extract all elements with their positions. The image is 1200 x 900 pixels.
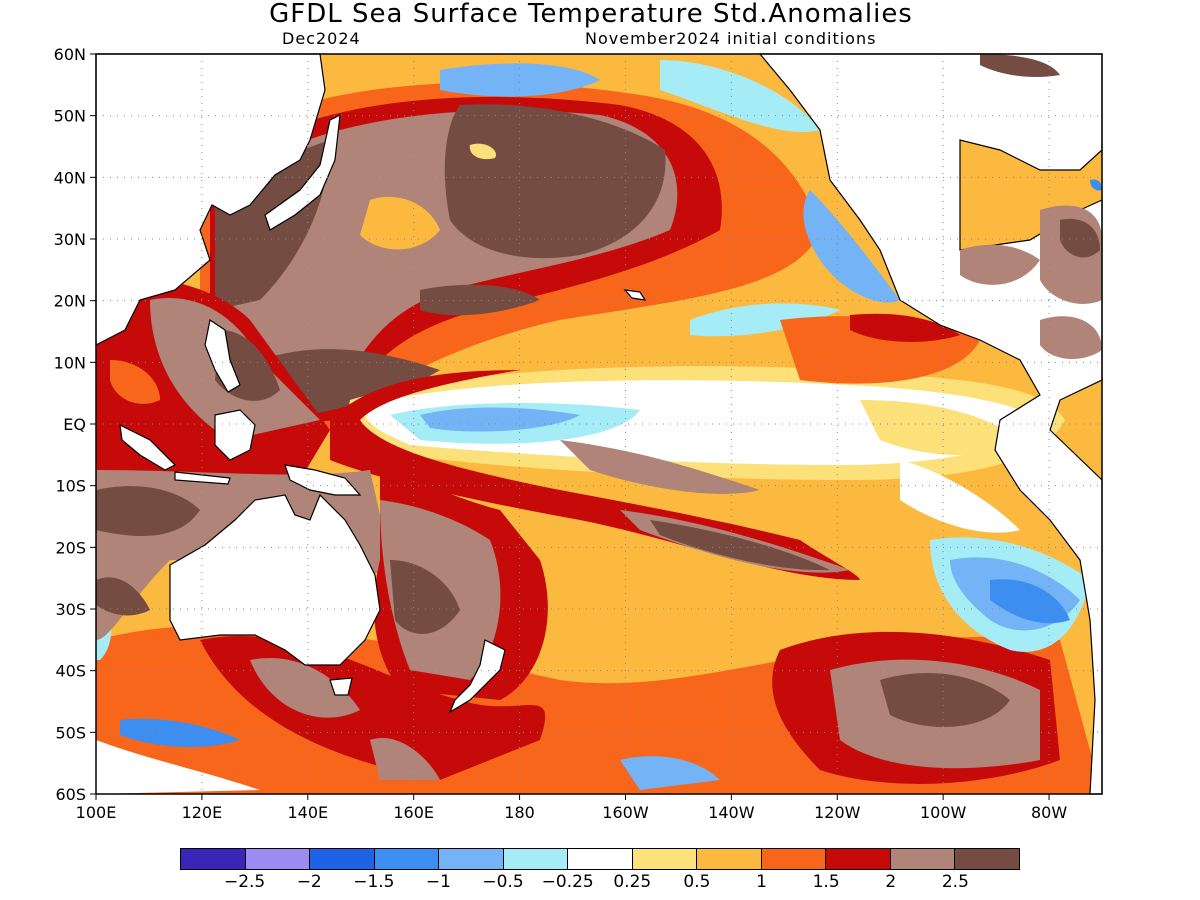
legend-label: 1 — [756, 872, 767, 892]
new-zealand — [448, 639, 506, 714]
legend-swatch — [826, 849, 891, 869]
lon-label: 100W — [920, 803, 967, 822]
legend-label: 0.25 — [613, 872, 652, 892]
lat-label: 50S — [55, 723, 86, 742]
map-title: GFDL Sea Surface Temperature Std.Anomali… — [269, 0, 913, 29]
forecast-month: Dec2024 — [282, 29, 361, 48]
hawaii — [623, 289, 647, 301]
legend-label: −1 — [425, 872, 451, 892]
legend-label: −2.5 — [223, 872, 266, 892]
land-masses — [95, 53, 1103, 795]
legend-label: −0.25 — [541, 872, 594, 892]
lat-label: 10N — [54, 353, 86, 372]
legend-label: 0.5 — [683, 872, 711, 892]
lon-label: 100E — [76, 803, 117, 822]
legend-label: 2.5 — [941, 872, 969, 892]
legend-label: −0.5 — [482, 872, 524, 892]
latitude-labels: 60N 50N 40N 30N 20N 10N EQ 10S 20S 30S 40S 50S 60S — [54, 45, 86, 804]
color-legend — [180, 848, 1020, 870]
legend-swatch — [245, 849, 311, 869]
axis-ticks — [90, 53, 1050, 800]
lon-label: 160W — [602, 803, 649, 822]
new-guinea — [284, 464, 362, 496]
initial-conditions: November2024 initial conditions — [585, 29, 877, 48]
map-grid — [96, 54, 1102, 794]
legend-label: 2 — [885, 872, 897, 892]
lat-label: 60N — [54, 45, 86, 64]
sumatra — [119, 423, 177, 471]
lat-label: EQ — [63, 415, 86, 434]
lat-label: 40N — [54, 168, 86, 187]
lon-label: 180 — [504, 803, 535, 822]
lon-label: 140E — [287, 803, 328, 822]
legend-swatch — [310, 849, 375, 869]
asia-mainland — [95, 53, 326, 346]
lat-label: 50N — [54, 107, 86, 126]
lon-label: 160E — [393, 803, 434, 822]
longitude-labels: 100E 120E 140E 160E 180 160W 140W 120W 100W 80W — [76, 803, 1068, 822]
legend-swatch — [181, 849, 246, 869]
lon-label: 120E — [182, 803, 223, 822]
lat-label: 30N — [54, 230, 86, 249]
legend-labels: −2.5 −2 −1.5 −1 −0.5 −0.25 0.25 0.5 1 1.5 2 2.5 — [0, 872, 1200, 896]
legend-swatch — [568, 849, 633, 869]
sst-anomaly-map: 60N 50N 40N 30N 20N 10N EQ 10S 20S 30S 40S 50S 60S 1… — [54, 45, 1103, 822]
lon-label: 120W — [814, 803, 861, 822]
legend-swatch — [632, 849, 698, 869]
tasmania — [329, 677, 353, 696]
lon-label: 140W — [708, 803, 755, 822]
lat-label: 20S — [55, 538, 86, 557]
legend-swatch — [503, 849, 569, 869]
legend-swatch — [761, 849, 827, 869]
legend-swatch — [955, 849, 1019, 869]
japan — [264, 113, 341, 231]
north-america — [758, 53, 1103, 795]
legend-swatch — [697, 849, 762, 869]
lat-label: 60S — [55, 785, 86, 804]
legend-label: −2 — [296, 872, 322, 892]
java — [174, 471, 231, 485]
legend-swatch — [890, 849, 956, 869]
borneo — [214, 409, 256, 461]
lat-label: 10S — [55, 477, 86, 496]
legend-label: −1.5 — [353, 872, 395, 892]
lat-label: 30S — [55, 600, 86, 619]
lat-label: 40S — [55, 662, 86, 681]
legend-swatch — [439, 849, 504, 869]
lon-label: 80W — [1031, 803, 1067, 822]
legend-swatch — [374, 849, 440, 869]
philippines — [204, 319, 241, 393]
legend-label: 1.5 — [812, 872, 840, 892]
australia — [169, 493, 381, 666]
lat-label: 20N — [54, 292, 86, 311]
